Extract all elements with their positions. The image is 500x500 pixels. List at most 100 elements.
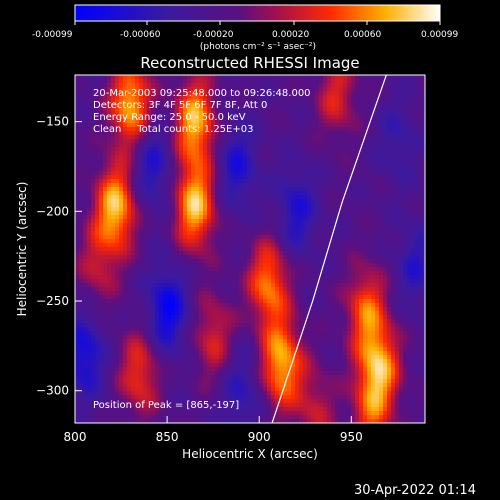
heatmap-cell	[247, 215, 252, 220]
heatmap-cell	[143, 215, 148, 220]
heatmap-cell	[323, 279, 328, 284]
heatmap-cell	[239, 83, 244, 88]
heatmap-cell	[155, 107, 160, 112]
heatmap-cell	[159, 223, 164, 228]
heatmap-cell	[247, 195, 252, 200]
heatmap-cell	[231, 119, 236, 124]
heatmap-cell	[355, 283, 360, 288]
heatmap-cell	[247, 183, 252, 188]
heatmap-cell	[251, 115, 256, 120]
heatmap-cell	[275, 239, 280, 244]
heatmap-cell	[387, 267, 392, 272]
heatmap-cell	[407, 215, 412, 220]
heatmap-cell	[419, 283, 424, 288]
heatmap-cell	[199, 171, 204, 176]
heatmap-cell	[319, 211, 324, 216]
heatmap-cell	[391, 215, 396, 220]
heatmap-cell	[103, 155, 108, 160]
heatmap-cell	[419, 87, 424, 92]
heatmap-cell	[203, 199, 208, 204]
heatmap-cell	[175, 187, 180, 192]
heatmap-cell	[183, 167, 188, 172]
heatmap-cell	[371, 227, 376, 232]
heatmap-cell	[339, 271, 344, 276]
heatmap-cell	[247, 171, 252, 176]
heatmap-cell	[323, 167, 328, 172]
heatmap-cell	[207, 255, 212, 260]
heatmap-cell	[275, 199, 280, 204]
heatmap-cell	[107, 279, 112, 284]
heatmap-cell	[363, 83, 368, 88]
heatmap-cell	[119, 299, 124, 304]
heatmap-cell	[167, 91, 172, 96]
heatmap-cell	[151, 167, 156, 172]
heatmap-cell	[295, 215, 300, 220]
heatmap-cell	[143, 103, 148, 108]
heatmap-cell	[163, 247, 168, 252]
heatmap-cell	[367, 219, 372, 224]
heatmap-cell	[135, 227, 140, 232]
heatmap-cell	[163, 123, 168, 128]
heatmap-cell	[231, 263, 236, 268]
heatmap-cell	[83, 103, 88, 108]
heatmap-cell	[127, 279, 132, 284]
heatmap-cell	[103, 227, 108, 232]
heatmap-cell	[151, 267, 156, 272]
heatmap-cell	[267, 231, 272, 236]
heatmap-cell	[419, 251, 424, 256]
heatmap-cell	[219, 103, 224, 108]
heatmap-cell	[131, 103, 136, 108]
heatmap-cell	[311, 227, 316, 232]
heatmap-cell	[271, 243, 276, 248]
heatmap-cell	[335, 227, 340, 232]
heatmap-cell	[399, 95, 404, 100]
heatmap-cell	[367, 215, 372, 220]
heatmap-cell	[139, 191, 144, 196]
heatmap-cell	[315, 103, 320, 108]
heatmap-cell	[295, 135, 300, 140]
heatmap-cell	[327, 247, 332, 252]
heatmap-cell	[279, 79, 284, 84]
heatmap-cell	[247, 223, 252, 228]
heatmap-cell	[279, 279, 284, 284]
heatmap-cell	[291, 103, 296, 108]
heatmap-cell	[339, 115, 344, 120]
heatmap-cell	[311, 259, 316, 264]
heatmap-cell	[255, 111, 260, 116]
heatmap-cell	[195, 211, 200, 216]
heatmap-cell	[231, 283, 236, 288]
heatmap-cell	[259, 111, 264, 116]
heatmap-cell	[211, 163, 216, 168]
heatmap-cell	[167, 187, 172, 192]
heatmap-cell	[287, 107, 292, 112]
heatmap-cell	[175, 155, 180, 160]
heatmap-cell	[371, 147, 376, 152]
heatmap-cell	[151, 251, 156, 256]
heatmap-cell	[291, 95, 296, 100]
heatmap-cell	[131, 163, 136, 168]
heatmap-cell	[383, 255, 388, 260]
heatmap-cell	[411, 155, 416, 160]
heatmap-cell	[199, 275, 204, 280]
heatmap-cell	[251, 203, 256, 208]
heatmap-cell	[191, 247, 196, 252]
heatmap-cell	[259, 279, 264, 284]
heatmap-cell	[139, 139, 144, 144]
heatmap-cell	[247, 259, 252, 264]
heatmap-cell	[191, 151, 196, 156]
heatmap-cell	[403, 275, 408, 280]
heatmap-cell	[103, 203, 108, 208]
heatmap-cell	[403, 283, 408, 288]
heatmap-cell	[395, 291, 400, 296]
heatmap-cell	[207, 243, 212, 248]
heatmap-cell	[155, 227, 160, 232]
heatmap-cell	[231, 195, 236, 200]
heatmap-cell	[187, 231, 192, 236]
heatmap-cell	[287, 127, 292, 132]
heatmap-cell	[299, 191, 304, 196]
heatmap-cell	[107, 203, 112, 208]
chart-title: Reconstructed RHESSI Image	[140, 54, 359, 72]
heatmap-cell	[391, 83, 396, 88]
heatmap-cell	[211, 239, 216, 244]
heatmap-cell	[199, 139, 204, 144]
